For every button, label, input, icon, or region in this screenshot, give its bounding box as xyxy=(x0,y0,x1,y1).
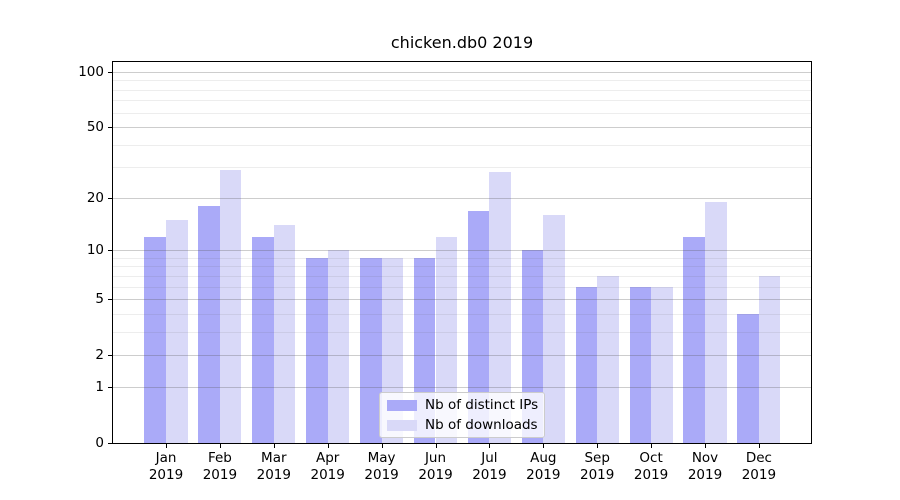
y-tick-label-1: 1 xyxy=(95,379,104,396)
gridline-minor-4 xyxy=(113,313,811,315)
x-tick-label-dec-2019: Dec 2019 xyxy=(741,450,777,483)
x-tick-mar-2019 xyxy=(273,444,275,448)
gridline-minor-7 xyxy=(113,275,811,277)
gridline-minor-9 xyxy=(113,257,811,259)
bar-nb-of-downloads-aug-2019 xyxy=(543,215,565,443)
x-tick-label-aug-2019: Aug 2019 xyxy=(526,450,561,483)
chart-title: chicken.db0 2019 xyxy=(390,33,534,52)
x-tick-label-apr-2019: Apr 2019 xyxy=(310,450,345,483)
gridline-minor-40 xyxy=(113,144,811,146)
gridline-major-2 xyxy=(113,354,811,356)
gridline-major-50 xyxy=(113,126,811,128)
bar-nb-of-downloads-apr-2019 xyxy=(327,250,350,443)
gridline-minor-60 xyxy=(113,112,811,114)
legend-swatch-distinct-ips xyxy=(387,399,417,411)
bar-nb-of-distinct-ips-may-2019 xyxy=(360,257,382,443)
plot-area xyxy=(113,62,811,443)
legend-item: Nb of distinct IPs xyxy=(387,397,539,414)
gridline-minor-3 xyxy=(113,331,811,333)
legend: Nb of distinct IPs Nb of downloads xyxy=(379,392,545,438)
x-tick-apr-2019 xyxy=(327,444,329,448)
x-tick-may-2019 xyxy=(381,444,383,448)
gridline-major-10 xyxy=(113,250,811,252)
gridline-minor-8 xyxy=(113,266,811,268)
bar-nb-of-downloads-dec-2019 xyxy=(758,275,781,443)
gridline-major-5 xyxy=(113,299,811,300)
y-tick-label-100: 100 xyxy=(78,64,104,80)
x-tick-aug-2019 xyxy=(543,444,545,448)
gridline-major-1 xyxy=(113,387,811,389)
x-tick-jan-2019 xyxy=(166,444,167,448)
bar-nb-of-downloads-jul-2019 xyxy=(489,172,511,443)
gridline-major-20 xyxy=(113,198,811,200)
bar-nb-of-distinct-ips-feb-2019 xyxy=(198,206,220,443)
x-tick-jul-2019 xyxy=(489,444,491,448)
bar-nb-of-distinct-ips-apr-2019 xyxy=(306,257,328,443)
x-tick-nov-2019 xyxy=(705,444,706,448)
legend-swatch-downloads xyxy=(387,419,417,431)
bar-nb-of-downloads-sep-2019 xyxy=(597,275,619,443)
y-tick-0 xyxy=(108,443,112,444)
x-tick-label-sep-2019: Sep 2019 xyxy=(580,450,615,483)
x-tick-label-nov-2019: Nov 2019 xyxy=(687,450,723,483)
x-tick-oct-2019 xyxy=(651,444,653,448)
gridline-major-100 xyxy=(113,72,811,73)
x-tick-label-mar-2019: Mar 2019 xyxy=(256,450,291,483)
y-tick-5 xyxy=(108,299,112,300)
legend-label: Nb of downloads xyxy=(425,417,538,433)
gridline-minor-80 xyxy=(113,89,811,91)
x-tick-dec-2019 xyxy=(758,444,760,448)
bar-nb-of-downloads-jun-2019 xyxy=(435,236,458,443)
y-tick-label-5: 5 xyxy=(95,291,104,307)
x-tick-label-jan-2019: Jan 2019 xyxy=(148,450,184,483)
x-tick-label-jun-2019: Jun 2019 xyxy=(418,450,453,483)
x-tick-sep-2019 xyxy=(597,444,599,448)
gridline-minor-6 xyxy=(113,286,811,288)
bar-nb-of-distinct-ips-oct-2019 xyxy=(629,286,652,443)
bar-nb-of-distinct-ips-dec-2019 xyxy=(737,313,759,443)
y-tick-20 xyxy=(108,198,112,200)
gridline-minor-70 xyxy=(113,100,811,102)
bar-nb-of-downloads-oct-2019 xyxy=(651,286,673,443)
y-tick-label-2: 2 xyxy=(95,346,104,363)
y-tick-2 xyxy=(108,354,112,356)
bar-nb-of-distinct-ips-jan-2019 xyxy=(144,236,166,443)
x-tick-label-feb-2019: Feb 2019 xyxy=(202,450,238,483)
x-tick-feb-2019 xyxy=(219,444,221,448)
legend-item: Nb of downloads xyxy=(387,417,538,434)
x-tick-jun-2019 xyxy=(435,444,437,448)
y-tick-label-10: 10 xyxy=(86,242,104,259)
bar-nb-of-distinct-ips-jul-2019 xyxy=(467,210,490,443)
y-tick-label-20: 20 xyxy=(86,190,104,207)
bar-nb-of-downloads-jan-2019 xyxy=(166,220,188,443)
x-tick-label-oct-2019: Oct 2019 xyxy=(633,450,669,483)
bar-nb-of-distinct-ips-nov-2019 xyxy=(683,236,705,443)
y-tick-50 xyxy=(108,126,112,128)
gridline-minor-90 xyxy=(113,80,811,82)
y-tick-10 xyxy=(108,250,112,252)
legend-label: Nb of distinct IPs xyxy=(425,397,539,413)
y-tick-100 xyxy=(108,72,112,73)
y-tick-label-0: 0 xyxy=(95,435,104,451)
bar-nb-of-downloads-nov-2019 xyxy=(705,202,727,443)
x-tick-label-may-2019: May 2019 xyxy=(364,450,399,483)
gridline-minor-30 xyxy=(113,167,811,168)
y-tick-1 xyxy=(108,387,112,389)
bar-nb-of-distinct-ips-sep-2019 xyxy=(575,286,598,443)
bar-nb-of-downloads-feb-2019 xyxy=(219,169,242,443)
bar-nb-of-downloads-mar-2019 xyxy=(273,225,296,443)
x-tick-label-jul-2019: Jul 2019 xyxy=(472,450,507,483)
y-tick-label-50: 50 xyxy=(86,118,104,135)
bar-nb-of-distinct-ips-mar-2019 xyxy=(252,236,274,443)
